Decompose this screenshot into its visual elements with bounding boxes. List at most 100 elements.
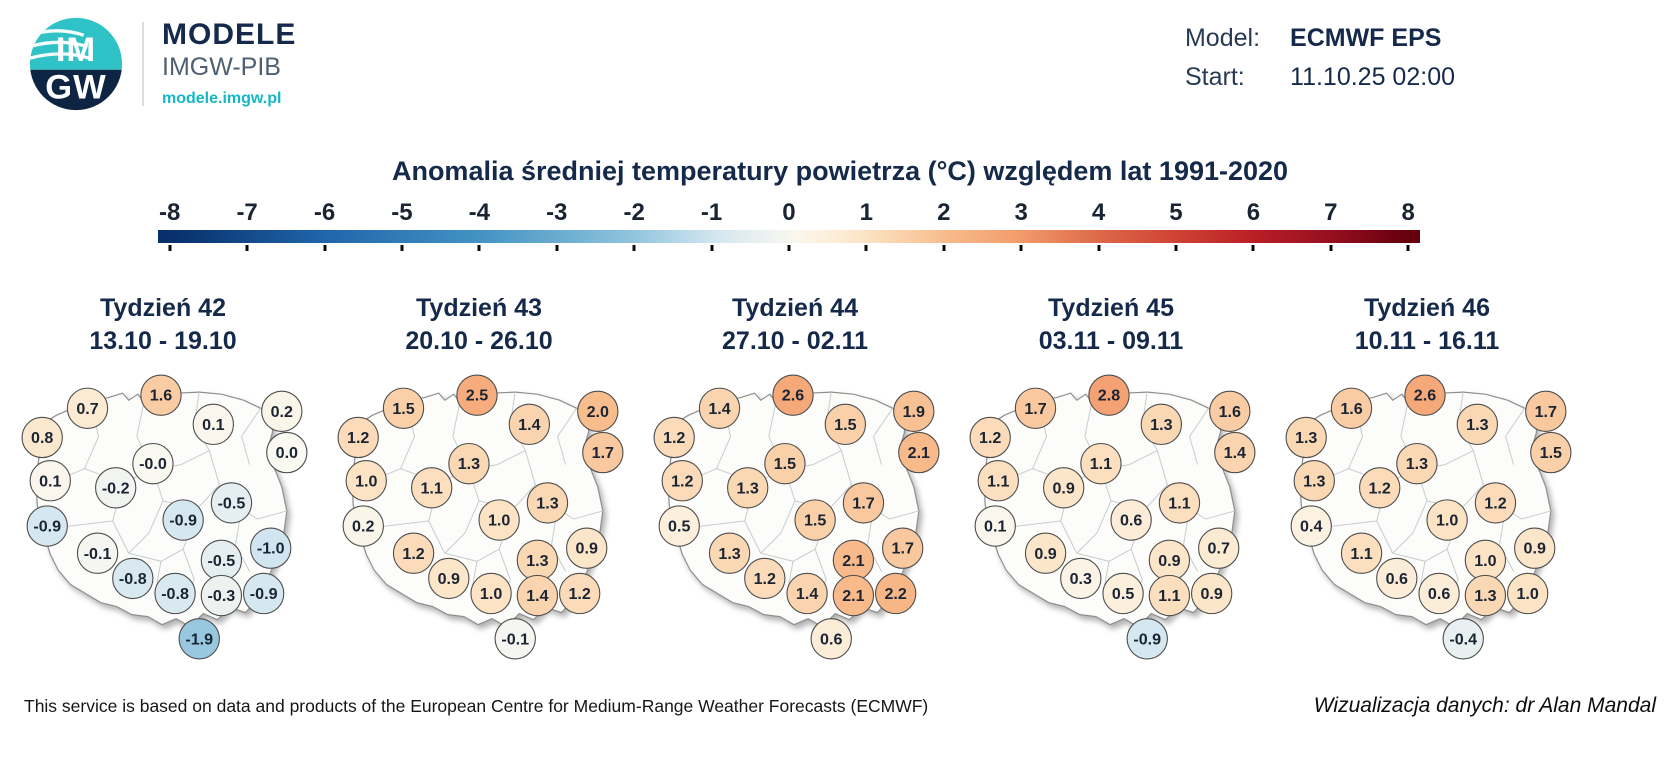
- colorbar-tick-label: 7: [1324, 199, 1338, 226]
- anomaly-marker: 1.3: [448, 442, 490, 485]
- anomaly-marker: 1.7: [1525, 390, 1567, 432]
- anomaly-value: 1.0: [1516, 585, 1538, 603]
- colorbar-tick-mark: [942, 245, 946, 251]
- anomaly-marker: 0.9: [428, 557, 470, 600]
- anomaly-value: 0.0: [276, 444, 298, 462]
- model-label: Model:: [1184, 24, 1261, 52]
- colorbar-tick-label: 1: [859, 199, 874, 226]
- anomaly-marker: 1.0: [478, 499, 520, 541]
- colorbar-tick-mark: [1174, 245, 1178, 251]
- colorbar-tick-mark: [632, 245, 636, 251]
- anomaly-value: 1.0: [480, 585, 502, 603]
- colorbar-tick-label: -8: [159, 199, 181, 226]
- brand-text: MODELE IMGW-PIB modele.imgw.pl: [162, 20, 296, 108]
- anomaly-value: -0.3: [208, 587, 236, 605]
- anomaly-marker: 0.1: [29, 460, 71, 502]
- anomaly-value: 1.6: [1219, 403, 1241, 421]
- anomaly-marker: 1.7: [582, 431, 624, 474]
- anomaly-value: 0.5: [1112, 585, 1134, 603]
- week-title: Tydzień 45: [1048, 294, 1174, 322]
- anomaly-marker: 1.9: [893, 390, 935, 432]
- anomaly-value: 1.3: [1466, 416, 1488, 434]
- anomaly-marker: -0.9: [162, 499, 204, 541]
- anomaly-value: 1.0: [1474, 552, 1496, 570]
- colorbar-tick-mark: [400, 245, 404, 251]
- anomaly-value: 1.5: [834, 416, 856, 434]
- anomaly-marker: -0.8: [112, 557, 154, 600]
- colorbar-tick-label: -3: [546, 199, 568, 226]
- anomaly-value: 0.9: [1034, 545, 1056, 563]
- anomaly-value: 1.3: [718, 545, 740, 563]
- colorbar-tick-label: 4: [1091, 199, 1106, 226]
- anomaly-marker: 0.7: [1198, 527, 1240, 569]
- anomaly-value: -0.8: [119, 570, 147, 588]
- anomaly-value: 0.9: [438, 570, 460, 588]
- colorbar-tick-mark: [710, 245, 714, 251]
- anomaly-value: 2.5: [466, 387, 488, 405]
- poland-map: 1.6 2.6 1.3 1.7 1.3 1.3 1.5 1.3 1.2 1.2 0.4 1.0 1.1 1…: [1285, 374, 1572, 660]
- anomaly-marker: 1.2: [744, 557, 786, 600]
- anomaly-marker: 1.3: [708, 532, 751, 574]
- anomaly-value: 1.0: [355, 472, 377, 490]
- brand-name: MODELE: [162, 18, 297, 52]
- anomaly-value: 1.1: [1090, 455, 1112, 473]
- anomaly-value: -0.9: [169, 512, 197, 530]
- colorbar-tick-mark: [1019, 245, 1023, 251]
- brand-block: IM GW MODELE IMGW-PIB modele.imgw.pl: [28, 16, 296, 112]
- anomaly-value: -0.9: [1133, 630, 1161, 648]
- anomaly-marker: 2.6: [772, 374, 814, 416]
- start-label: Start:: [1184, 63, 1245, 91]
- colorbar-tick-label: 2: [937, 199, 951, 226]
- week-column: Tydzień 46 10.11 - 16.11 1.6 2.6 1.3 1.7 1.3 1.…: [1269, 292, 1585, 671]
- week-dates: 03.11 - 09.11: [1038, 327, 1184, 355]
- colorbar-tick-label: -7: [236, 199, 258, 226]
- week-dates: 13.10 - 19.10: [89, 327, 237, 355]
- anomaly-value: 1.1: [1158, 587, 1180, 605]
- anomaly-marker: 1.5: [382, 387, 425, 429]
- anomaly-marker: 1.4: [516, 574, 559, 617]
- colorbar-tick-label: 3: [1014, 199, 1028, 226]
- anomaly-marker: 0.5: [1102, 572, 1144, 615]
- anomaly-marker: 1.2: [653, 416, 695, 459]
- weeks-row: Tydzień 42 13.10 - 19.10 0.7 1.6 0.1 0.2 0.8 -0…: [0, 292, 1680, 671]
- anomaly-marker: 0.9: [1190, 572, 1233, 615]
- anomaly-value: 1.2: [1484, 494, 1506, 512]
- anomaly-marker: -0.5: [200, 539, 243, 581]
- anomaly-value: -0.9: [250, 585, 278, 603]
- colorbar-tick-label: 5: [1169, 199, 1183, 226]
- anomaly-value: 0.9: [1158, 552, 1180, 570]
- anomaly-marker: 1.6: [1209, 390, 1251, 432]
- page-title: Anomalia średniej temperatury powietrza …: [391, 156, 1289, 186]
- anomaly-value: 1.6: [150, 387, 172, 405]
- poland-map: 1.5 2.5 1.4 2.0 1.2 1.3 1.7 1.0 1.1 1.3 0.2 1.0 1.2 1…: [337, 374, 624, 660]
- anomaly-value: 1.1: [420, 479, 442, 497]
- week-dates: 27.10 - 02.11: [722, 327, 868, 355]
- anomaly-value: 1.3: [1303, 472, 1325, 490]
- anomaly-marker: 0.1: [974, 505, 1016, 547]
- anomaly-marker: 0.9: [1024, 532, 1067, 574]
- anomaly-value: 2.1: [842, 587, 864, 605]
- anomaly-value: 0.5: [668, 518, 690, 536]
- header-divider: [142, 22, 144, 106]
- colorbar-tick-mark: [168, 245, 172, 251]
- anomaly-value: 1.2: [402, 545, 424, 563]
- anomaly-value: 0.1: [39, 472, 61, 490]
- anomaly-marker: 1.5: [1530, 431, 1572, 474]
- anomaly-value: -1.9: [185, 630, 213, 648]
- anomaly-value: 1.9: [903, 403, 925, 421]
- anomaly-marker: 1.3: [1293, 460, 1335, 502]
- anomaly-marker: 2.2: [874, 572, 917, 615]
- anomaly-value: -0.1: [84, 545, 112, 563]
- anomaly-marker: 1.4: [786, 572, 828, 615]
- anomaly-marker: 1.4: [508, 403, 551, 446]
- anomaly-marker: 0.9: [566, 527, 608, 569]
- anomaly-marker: 1.3: [1285, 416, 1327, 459]
- anomaly-marker: -0.5: [210, 482, 253, 524]
- colorbar-tick-mark: [1329, 245, 1333, 251]
- anomaly-marker: 1.3: [1396, 442, 1438, 485]
- anomaly-marker: 1.4: [1214, 431, 1256, 474]
- anomaly-value: 2.2: [884, 585, 906, 603]
- colorbar-tick-label: 8: [1401, 199, 1415, 226]
- anomaly-marker: 1.2: [337, 416, 379, 459]
- anomaly-marker: 1.2: [558, 572, 601, 615]
